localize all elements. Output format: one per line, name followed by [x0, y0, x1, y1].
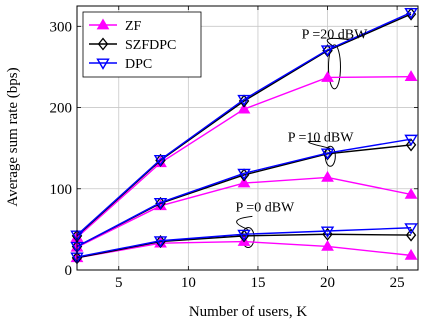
power-annotation: P =0 dBW	[236, 201, 296, 216]
series-line-dpc	[76, 227, 412, 258]
point-zf	[237, 102, 251, 114]
y-tick-label: 300	[50, 19, 73, 35]
leader-line	[326, 37, 353, 48]
series-line-szfdpc	[76, 233, 412, 259]
plot-frame	[76, 5, 419, 271]
x-axis-label: Number of users, K	[189, 304, 307, 320]
point-dpc	[320, 148, 335, 160]
legend-marker	[96, 58, 110, 70]
legend-marker	[97, 37, 109, 51]
point-zf	[404, 70, 418, 82]
legend-label: ZF	[125, 19, 142, 34]
point-zf	[321, 70, 334, 82]
point-dpc	[320, 226, 335, 238]
point-dpc	[153, 154, 168, 167]
point-dpc	[237, 168, 251, 181]
y-tick-label: 100	[50, 182, 73, 198]
point-zf	[321, 170, 334, 182]
annotations-layer: P =20 dBW P =10 dBW P =0 dBW	[236, 27, 369, 215]
leader-line	[236, 215, 253, 230]
legend-marker	[96, 18, 110, 30]
point-zf	[237, 176, 251, 188]
x-tick-label: 15	[250, 275, 265, 291]
point-zf	[404, 248, 418, 260]
y-axis-label: Average sum rate (bps)	[5, 67, 21, 206]
point-dpc	[320, 45, 335, 57]
x-tick-label: 10	[181, 275, 196, 291]
point-dpc	[153, 198, 168, 210]
x-tick-label: 5	[115, 275, 123, 291]
point-dpc	[237, 229, 251, 242]
leader-line	[308, 140, 331, 149]
legend-label: SZFDPC	[125, 38, 176, 53]
legend-label: DPC	[125, 57, 152, 72]
axes-layer	[76, 5, 419, 271]
legend: ZF SZFDPC DPC	[82, 11, 202, 78]
point-dpc	[404, 223, 418, 235]
point-dpc	[237, 94, 251, 107]
power-annotation: P =20 dBW	[302, 27, 369, 42]
point-zf	[404, 187, 418, 199]
point-zf	[321, 239, 334, 251]
y-tick-label: 0	[65, 263, 73, 279]
group-ellipse	[327, 44, 341, 90]
point-szfdpc	[405, 228, 417, 242]
x-tick-label: 25	[390, 275, 405, 291]
x-tick-label: 20	[320, 275, 335, 291]
power-annotation: P =10 dBW	[288, 131, 355, 146]
point-dpc	[404, 134, 418, 147]
point-dpc	[404, 7, 418, 20]
point-szfdpc	[405, 138, 417, 152]
y-tick-label: 200	[50, 101, 73, 117]
ticks-layer: 5 10 15 20 25 0 100 200 300	[50, 6, 418, 291]
series-line-dpc	[76, 138, 412, 248]
series-line-dpc	[76, 11, 412, 236]
point-dpc	[153, 236, 168, 248]
